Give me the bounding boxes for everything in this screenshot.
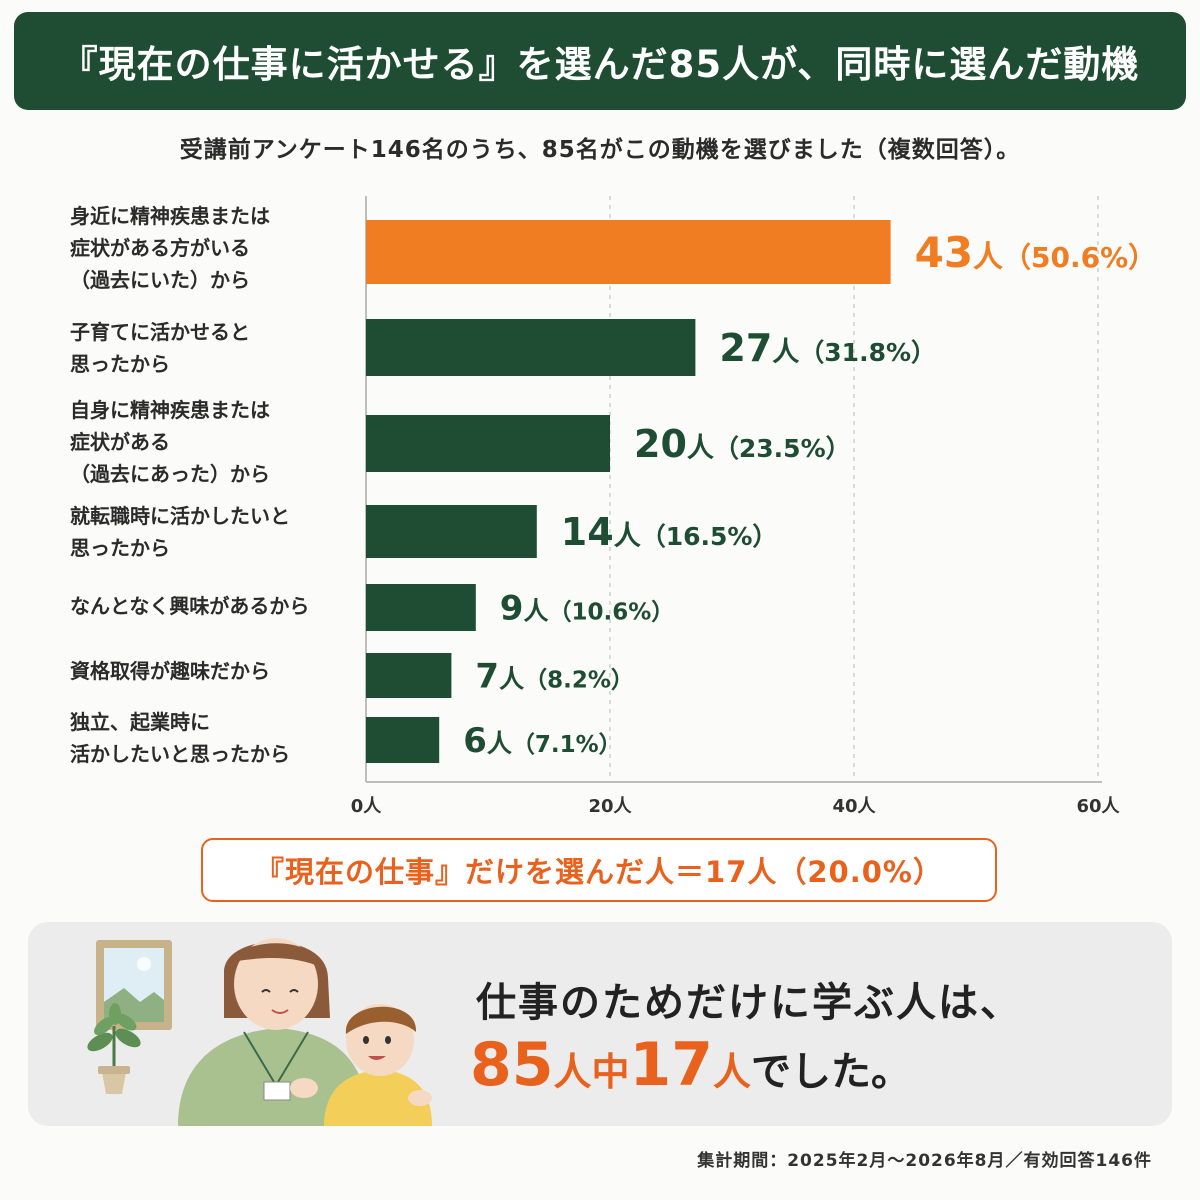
value-count-1: 27 — [719, 326, 772, 370]
summary-box: 『現在の仕事』だけを選んだ人＝17人（20.0%） — [201, 838, 997, 902]
value-label-2: 20人（23.5%） — [634, 422, 851, 466]
x-tick-label-20: 20人 — [588, 796, 632, 817]
category-label-1: 子育てに活かせると 思ったから — [70, 320, 250, 376]
value-unit-5: 人 — [499, 665, 524, 694]
value-count-0: 43 — [915, 228, 973, 277]
value-count-5: 7 — [475, 657, 499, 697]
category-label-0: 身近に精神疾患または 症状がある方がいる （過去にいた）から — [70, 204, 270, 292]
category-label-6: 独立、起業時に 活かしたいと思ったから — [70, 710, 290, 766]
x-tick-label-0: 0人 — [351, 796, 383, 817]
plant-icon — [87, 1003, 141, 1094]
value-percent-1: （31.8%） — [799, 338, 936, 367]
value-percent-3: （16.5%） — [641, 522, 778, 551]
category-label-5: 資格取得が趣味だから — [70, 659, 270, 683]
message-mid: 中 — [591, 1050, 630, 1094]
value-percent-6: （7.1%） — [512, 731, 622, 758]
value-label-3: 14人（16.5%） — [561, 510, 778, 554]
chart-subtitle: 受講前アンケート146名のうち、85名がこの動機を選びました（複数回答）。 — [179, 137, 1021, 163]
bar-1 — [366, 319, 696, 376]
value-label-6: 6人（7.1%） — [463, 721, 621, 761]
value-count-2: 20 — [634, 422, 687, 466]
message-number-17: 17 — [629, 1030, 714, 1100]
child-icon — [324, 1004, 432, 1126]
page-title: 『現在の仕事に活かせる』を選んだ85人が、同時に選んだ動機 — [60, 43, 1140, 86]
value-label-0: 43人（50.6%） — [915, 228, 1157, 277]
value-unit-6: 人 — [487, 729, 512, 758]
value-percent-5: （8.2%） — [524, 667, 634, 694]
category-label-4: なんとなく興味があるから — [70, 594, 310, 618]
x-tick-label-40: 40人 — [832, 796, 876, 817]
footnote: 集計期間：2025年2月〜2026年8月／有効回答146件 — [697, 1151, 1152, 1171]
x-tick-label-60: 60人 — [1076, 796, 1120, 817]
value-unit-3: 人 — [614, 521, 641, 552]
value-label-1: 27人（31.8%） — [719, 326, 936, 370]
bar-chart: 0人 20人 40人 60人43人（50.6%）27人（31.8%）20人（23.5%… — [351, 196, 1157, 817]
value-count-6: 6 — [463, 721, 487, 761]
bar-3 — [366, 505, 537, 558]
bar-2 — [366, 415, 610, 472]
bar-6 — [366, 717, 440, 763]
value-percent-0: （50.6%） — [1003, 241, 1156, 274]
woman-with-id-badge-icon — [178, 938, 368, 1126]
value-label-4: 9人（10.6%） — [500, 589, 674, 629]
category-label-2: 自身に精神疾患または 症状がある （過去にあった）から — [70, 398, 270, 486]
value-unit-1: 人 — [772, 337, 799, 368]
message-number-85: 85 — [470, 1030, 554, 1100]
bar-0 — [366, 220, 891, 284]
message-line-1: 仕事のためだけに学ぶ人は、 — [476, 980, 1022, 1026]
picture-frame-icon — [96, 940, 172, 1030]
category-label-3: 就転職時に活かしたいと 思ったから — [70, 504, 290, 560]
value-percent-4: （10.6%） — [548, 599, 674, 626]
bar-4 — [366, 584, 476, 631]
value-label-5: 7人（8.2%） — [475, 657, 633, 697]
value-unit-2: 人 — [687, 433, 714, 464]
value-percent-2: （23.5%） — [714, 434, 851, 463]
value-count-4: 9 — [500, 589, 524, 629]
illustration — [87, 938, 432, 1126]
bottom-panel: 仕事のためだけに学ぶ人は、 85人中17人でした。 — [28, 922, 1172, 1126]
title-banner: 『現在の仕事に活かせる』を選んだ85人が、同時に選んだ動機 — [14, 12, 1186, 110]
message-unit-2: 人 — [713, 1050, 752, 1094]
message-unit-1: 人 — [553, 1050, 592, 1094]
bar-5 — [366, 653, 452, 698]
summary-text: 『現在の仕事』だけを選んだ人＝17人（20.0%） — [255, 855, 943, 889]
message-tail: でした。 — [751, 1049, 912, 1095]
value-count-3: 14 — [561, 510, 614, 554]
message-line-2: 85人中17人でした。 — [470, 1030, 911, 1100]
value-unit-4: 人 — [523, 597, 548, 626]
value-unit-0: 人 — [973, 240, 1003, 275]
